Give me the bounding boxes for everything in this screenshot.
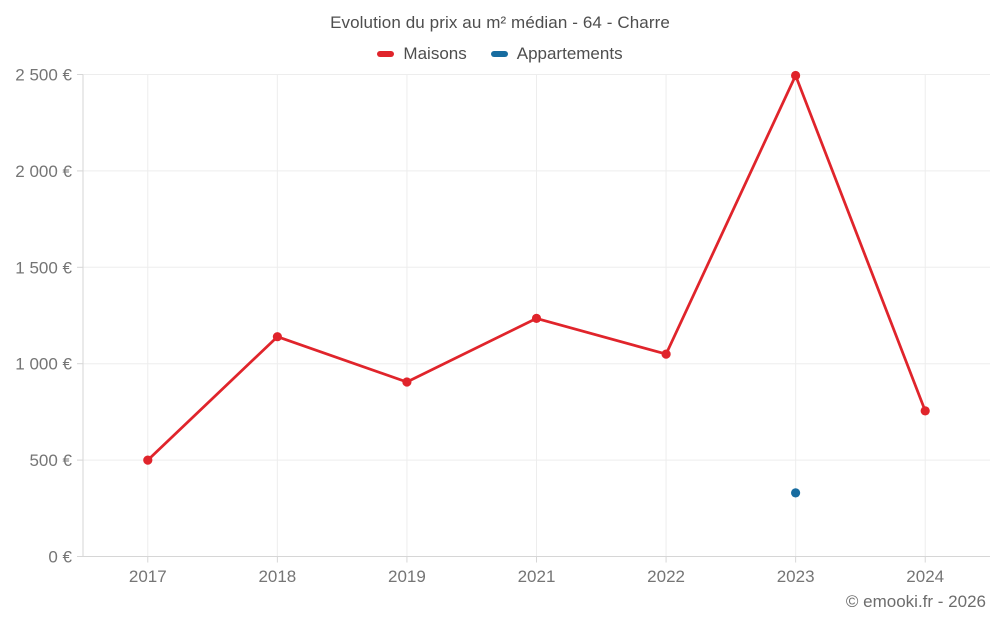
x-tick-label: 2017 [129, 567, 167, 586]
maisons-swatch-icon [377, 51, 395, 57]
y-tick-label: 500 € [29, 451, 72, 470]
x-tick-label: 2021 [518, 567, 556, 586]
maisons-data-point[interactable] [920, 406, 930, 416]
x-tick-label: 2019 [388, 567, 426, 586]
maisons-data-point[interactable] [402, 377, 412, 387]
maisons-data-point[interactable] [791, 70, 801, 81]
y-tick-label: 1 000 € [15, 355, 72, 374]
legend-item-maisons[interactable]: Maisons [377, 44, 467, 64]
y-tick-label: 2 500 € [15, 66, 72, 85]
legend-label-appartements: Appartements [516, 44, 623, 63]
legend-item-appartements[interactable]: Appartements [490, 44, 623, 64]
legend-label-maisons: Maisons [403, 44, 467, 63]
appartements-swatch-icon [490, 51, 508, 57]
maisons-data-point[interactable] [143, 455, 153, 465]
maisons-data-point[interactable] [661, 349, 671, 359]
maisons-data-point[interactable] [272, 332, 282, 342]
chart-legend: Maisons Appartements [0, 44, 1000, 64]
x-tick-label: 2018 [258, 567, 296, 586]
chart-title: Evolution du prix au m² médian - 64 - Ch… [330, 13, 670, 32]
y-tick-label: 2 000 € [15, 162, 72, 181]
appartements-data-point[interactable] [791, 488, 801, 498]
x-tick-label: 2024 [906, 567, 944, 586]
footer-credit: © emooki.fr - 2026 [845, 592, 986, 611]
x-tick-label: 2022 [647, 567, 685, 586]
x-tick-label: 2023 [777, 567, 815, 586]
maisons-data-point[interactable] [531, 313, 542, 323]
y-tick-label: 0 € [48, 548, 72, 567]
y-tick-label: 1 500 € [15, 258, 72, 277]
